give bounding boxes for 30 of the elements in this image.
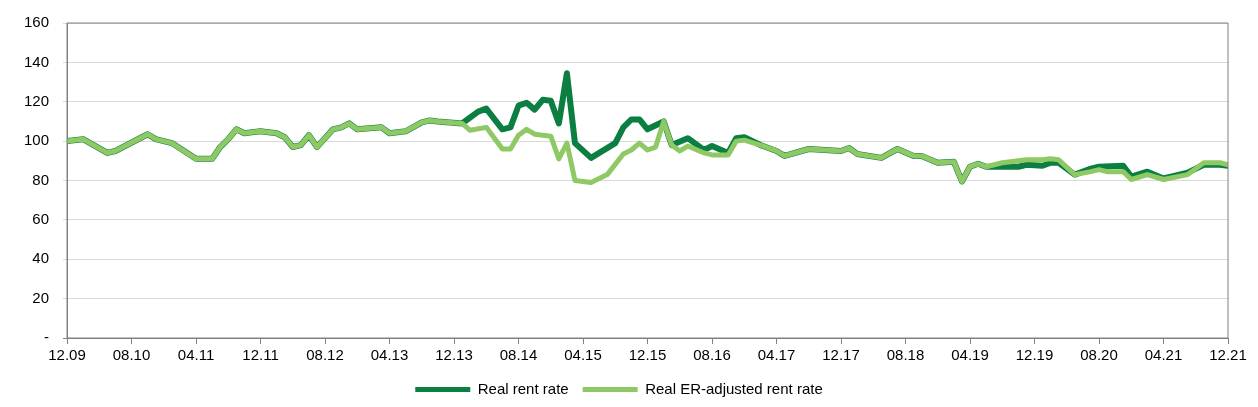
y-tick-label: 60 <box>32 210 50 228</box>
x-tick-label: 12.17 <box>822 346 860 364</box>
x-tick-label: 08.14 <box>499 346 538 364</box>
x-tick-label: 08.12 <box>306 346 344 364</box>
y-tick-label: 100 <box>24 131 50 149</box>
y-tick-label: - <box>44 328 50 346</box>
x-tick-label: 04.21 <box>1144 346 1183 364</box>
x-tick-label: 04.15 <box>564 346 602 364</box>
x-tick-label: 08.18 <box>886 346 925 364</box>
y-tick-label: 20 <box>32 288 50 306</box>
x-tick-label: 12.21 <box>1209 346 1247 364</box>
y-tick-label: 120 <box>24 91 50 109</box>
x-tick-label: 12.19 <box>1015 346 1054 364</box>
legend-label: Real ER-adjusted rent rate <box>645 379 823 397</box>
x-tick-label: 04.19 <box>951 346 989 364</box>
x-tick-label: 08.20 <box>1080 346 1118 364</box>
x-tick-label: 12.09 <box>48 346 86 364</box>
x-tick-label: 04.13 <box>370 346 409 364</box>
y-tick-label: 140 <box>24 52 50 70</box>
x-tick-label: 12.15 <box>628 346 667 364</box>
x-tick-label: 12.13 <box>435 346 473 364</box>
x-tick-label: 04.11 <box>177 346 215 364</box>
x-tick-label: 08.16 <box>693 346 731 364</box>
y-tick-label: 160 <box>24 13 50 31</box>
x-tick-label: 12.11 <box>242 346 279 364</box>
y-tick-label: 40 <box>32 249 50 267</box>
x-tick-label: 08.10 <box>112 346 151 364</box>
x-tick-label: 04.17 <box>757 346 796 364</box>
y-tick-label: 80 <box>32 170 50 188</box>
legend-label: Real rent rate <box>477 379 569 397</box>
